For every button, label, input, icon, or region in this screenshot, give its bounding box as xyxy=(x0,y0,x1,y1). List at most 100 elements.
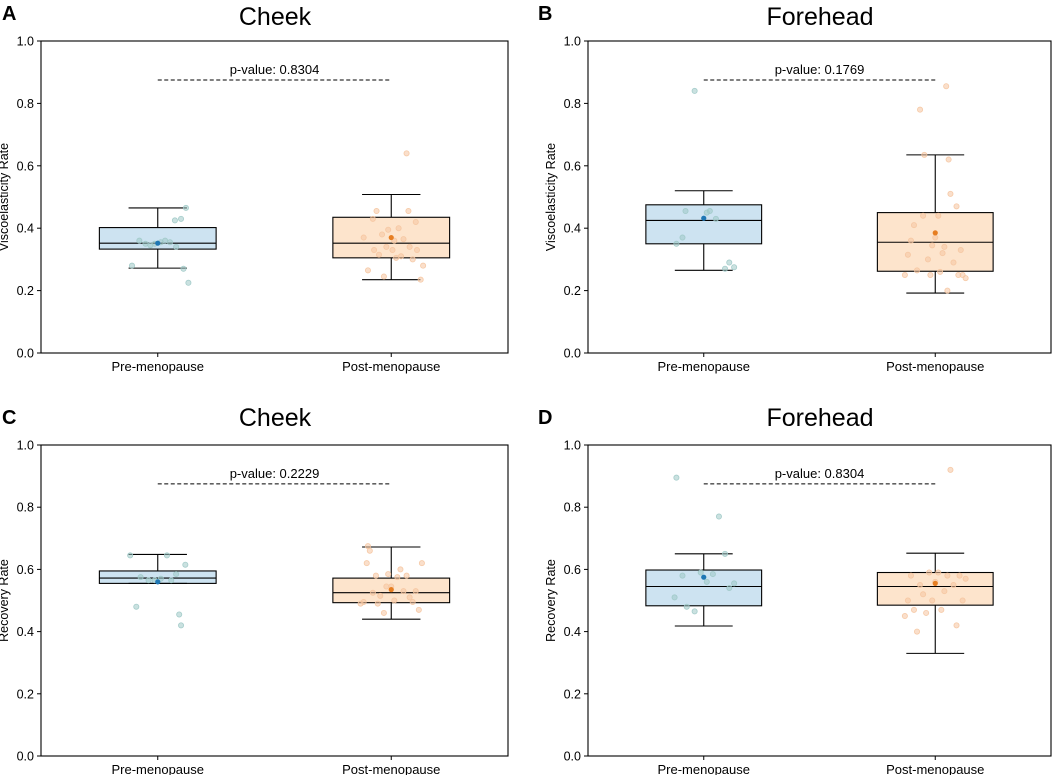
data-point xyxy=(706,208,713,215)
data-point xyxy=(389,247,396,254)
data-point xyxy=(162,237,169,244)
box-iqr xyxy=(98,227,217,250)
p-value-label: p-value: 0.2229 xyxy=(230,466,320,481)
data-point xyxy=(953,622,960,629)
data-point xyxy=(679,572,686,579)
data-point xyxy=(947,466,954,473)
plot-frame xyxy=(587,40,1052,354)
y-tick-label: 0.0 xyxy=(17,347,34,361)
data-point xyxy=(907,237,914,244)
group-post-menopause xyxy=(332,150,451,283)
data-point xyxy=(917,581,924,588)
data-point xyxy=(935,569,942,576)
data-point xyxy=(722,265,729,272)
data-point xyxy=(395,225,402,232)
data-point xyxy=(697,569,704,576)
x-tick-label: Post-menopause xyxy=(342,762,440,775)
data-point xyxy=(372,572,379,579)
data-point xyxy=(360,234,367,241)
data-point xyxy=(941,243,948,250)
y-tick-label: 0.4 xyxy=(17,222,34,236)
data-point xyxy=(415,606,422,613)
group-post-menopause xyxy=(332,543,451,620)
y-tick-label: 1.0 xyxy=(17,439,34,453)
data-point xyxy=(726,259,733,266)
data-point xyxy=(173,571,180,578)
data-point xyxy=(366,547,373,554)
data-point xyxy=(403,572,410,579)
panel-a: A Cheek Viscoelasticity Rate 0.0 0.2 0.4 0.6 0.… xyxy=(0,3,509,374)
data-point xyxy=(671,594,678,601)
data-point xyxy=(383,583,390,590)
y-tick-label: 0.4 xyxy=(17,625,34,639)
data-point xyxy=(901,271,908,278)
group-pre-menopause xyxy=(645,87,763,272)
data-point xyxy=(939,250,946,257)
data-point xyxy=(409,256,416,263)
data-point xyxy=(904,597,911,604)
y-tick-label: 0.0 xyxy=(564,750,581,764)
mean-point xyxy=(932,580,938,586)
data-point xyxy=(914,267,921,274)
mean-point xyxy=(155,579,161,585)
y-tick-label: 0.8 xyxy=(564,501,581,515)
mean-point xyxy=(932,230,938,236)
y-tick-label: 1.0 xyxy=(17,35,34,49)
mean-point xyxy=(701,574,707,580)
data-point xyxy=(391,597,398,604)
panel-c: C Cheek Recovery Rate 0.0 0.2 0.4 0.6 0.8 1.0 Pre… xyxy=(0,404,509,775)
data-point xyxy=(167,239,174,246)
panel-b: B Forehead Viscoelasticity Rate 0.0 0.2 0.4 0.… xyxy=(538,3,1052,374)
data-point xyxy=(369,215,376,222)
data-point xyxy=(927,271,934,278)
data-point xyxy=(703,578,710,585)
data-point xyxy=(133,603,140,610)
y-tick-label: 0.8 xyxy=(17,97,34,111)
data-point xyxy=(178,215,185,222)
data-point xyxy=(142,240,149,247)
y-tick-label: 0.4 xyxy=(564,625,581,639)
data-point xyxy=(673,240,680,247)
data-point xyxy=(374,600,381,607)
data-point xyxy=(953,203,960,210)
p-value-label: p-value: 0.8304 xyxy=(775,466,865,481)
box-iqr xyxy=(876,571,994,606)
data-point xyxy=(129,262,136,269)
data-point xyxy=(921,151,928,158)
y-tick-label: 0.2 xyxy=(17,687,34,701)
data-point xyxy=(920,591,927,598)
data-point xyxy=(182,561,189,568)
y-tick-label: 0.8 xyxy=(564,97,581,111)
data-point xyxy=(403,150,410,157)
data-point xyxy=(959,597,966,604)
data-point xyxy=(400,588,407,595)
data-point xyxy=(420,262,427,269)
panel-title: Cheek xyxy=(239,3,312,31)
data-point xyxy=(406,594,413,601)
p-value-label: p-value: 0.1769 xyxy=(775,62,865,77)
data-point xyxy=(944,572,951,579)
data-point xyxy=(176,611,183,618)
plot-frame xyxy=(40,444,509,757)
x-tick-label: Pre-menopause xyxy=(112,762,205,775)
data-point xyxy=(413,247,420,254)
panel-letter: A xyxy=(2,3,16,25)
data-point xyxy=(398,253,405,260)
data-point xyxy=(168,577,175,584)
plot-frame xyxy=(587,444,1052,757)
data-point xyxy=(726,585,733,592)
data-point xyxy=(920,212,927,219)
data-point xyxy=(373,208,380,215)
data-point xyxy=(947,190,954,197)
y-tick-label: 0.4 xyxy=(564,222,581,236)
data-point xyxy=(380,609,387,616)
data-point xyxy=(180,265,187,272)
panel-letter: B xyxy=(538,3,552,25)
data-point xyxy=(409,599,416,606)
data-point xyxy=(956,572,963,579)
data-point xyxy=(418,560,425,567)
mean-point xyxy=(388,234,394,241)
mean-point xyxy=(155,240,161,246)
data-point xyxy=(709,571,716,578)
data-point xyxy=(178,622,185,629)
